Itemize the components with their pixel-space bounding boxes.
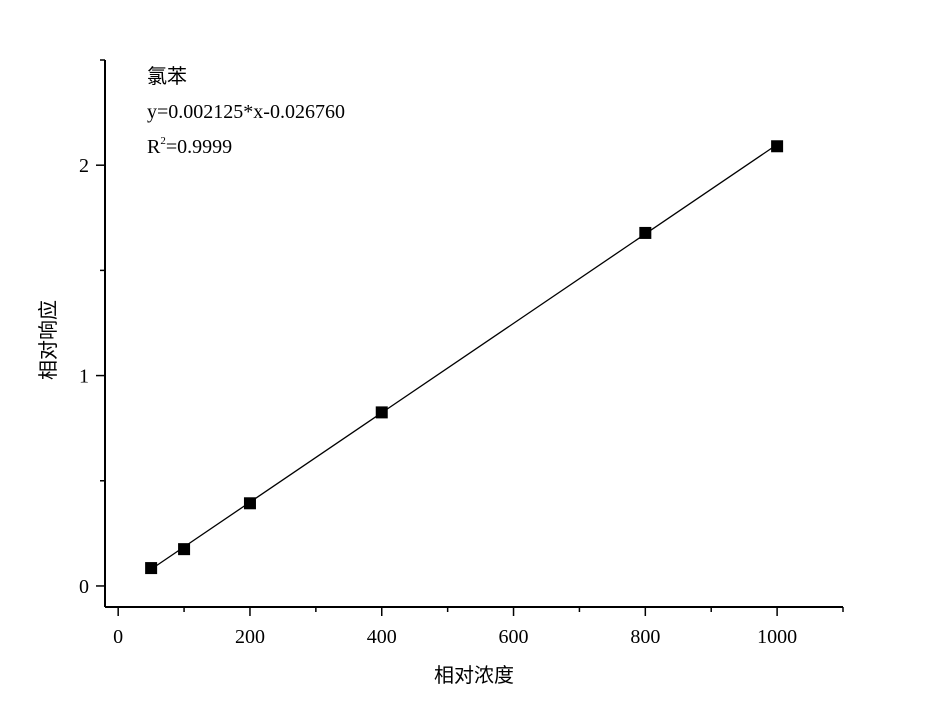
x-axis-label: 相对浓度	[434, 664, 514, 687]
r2-value: =0.9999	[166, 136, 232, 158]
x-tick-label: 0	[113, 626, 123, 648]
data-point	[771, 140, 784, 153]
data-marks	[145, 140, 784, 575]
x-tick-label: 800	[630, 626, 660, 648]
annotation-compound: 氯苯	[147, 65, 187, 88]
x-tick-label: 200	[235, 626, 265, 648]
x-tick-label: 600	[499, 626, 529, 648]
axes: 0 200 400 600 800 1000 0 1 2	[79, 59, 844, 648]
data-point	[178, 543, 191, 556]
r2-superscript: 2	[160, 135, 166, 147]
y-tick-label: 0	[79, 576, 89, 598]
data-point	[243, 497, 256, 510]
y-tick-label: 2	[79, 155, 89, 177]
x-tick-label: 400	[367, 626, 397, 648]
y-axis-label: 相对响应	[37, 300, 60, 380]
data-point	[639, 226, 652, 239]
annotation-equation: y=0.002125*x-0.026760	[147, 101, 345, 123]
x-tick-label: 1000	[757, 626, 797, 648]
data-point	[375, 406, 388, 419]
r2-prefix: R	[147, 136, 161, 158]
y-tick-label: 1	[79, 366, 89, 388]
data-point	[145, 562, 158, 575]
annotation-r2: R2=0.9999	[147, 135, 232, 158]
